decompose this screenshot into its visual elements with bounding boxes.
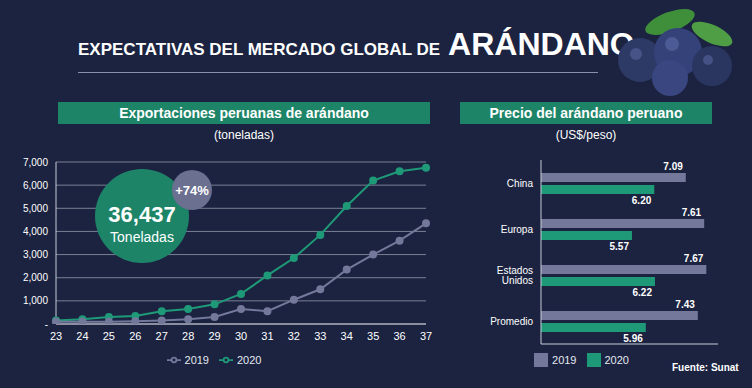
html-text:2019: 2019 xyxy=(552,354,577,366)
svg-text:EstadosUnidos: EstadosUnidos xyxy=(497,265,533,286)
svg-text:7.09: 7.09 xyxy=(663,161,683,172)
svg-text:5,000: 5,000 xyxy=(23,203,48,214)
svg-text:24: 24 xyxy=(76,330,88,342)
svg-text:32: 32 xyxy=(288,330,300,342)
svg-text:31: 31 xyxy=(261,330,273,342)
svg-text:27: 27 xyxy=(156,330,168,342)
svg-text:7.67: 7.67 xyxy=(684,253,704,264)
svg-text:36,437: 36,437 xyxy=(108,202,175,227)
svg-text:-: - xyxy=(45,319,48,330)
svg-text:Europa: Europa xyxy=(501,224,534,235)
svg-text:6,000: 6,000 xyxy=(23,180,48,191)
svg-text:29: 29 xyxy=(208,330,220,342)
svg-text:6.20: 6.20 xyxy=(632,195,652,206)
html-text:(toneladas): (toneladas) xyxy=(214,128,274,142)
html-text:2019: 2019 xyxy=(184,354,209,366)
html-text:2020: 2020 xyxy=(237,354,262,366)
svg-text:4,000: 4,000 xyxy=(23,226,48,237)
svg-text:3,000: 3,000 xyxy=(23,249,48,260)
svg-text:Toneladas: Toneladas xyxy=(110,229,174,245)
svg-text:26: 26 xyxy=(129,330,141,342)
svg-text:6.22: 6.22 xyxy=(633,287,653,298)
svg-text:2,000: 2,000 xyxy=(23,272,48,283)
html-text:(US$/peso): (US$/peso) xyxy=(555,128,617,142)
svg-text:36: 36 xyxy=(393,330,405,342)
svg-text:5.57: 5.57 xyxy=(610,241,630,252)
svg-text:China: China xyxy=(507,178,534,189)
html-text:EXPECTATIVAS DEL MERCADO GLOBA: EXPECTATIVAS DEL MERCADO GLOBAL DE ARÁND… xyxy=(78,26,635,62)
svg-text:7.43: 7.43 xyxy=(675,299,695,310)
svg-text:28: 28 xyxy=(182,330,194,342)
html-text:2020: 2020 xyxy=(604,354,629,366)
svg-text:5.96: 5.96 xyxy=(623,333,643,344)
svg-text:1,000: 1,000 xyxy=(23,295,48,306)
svg-text:7.61: 7.61 xyxy=(682,207,702,218)
svg-text:34: 34 xyxy=(341,330,353,342)
svg-text:25: 25 xyxy=(103,330,115,342)
svg-text:35: 35 xyxy=(367,330,379,342)
svg-text:+74%: +74% xyxy=(175,183,209,198)
svg-text:33: 33 xyxy=(314,330,326,342)
html-text:Precio del arándano peruano: Precio del arándano peruano xyxy=(489,105,683,121)
svg-text:Promedio: Promedio xyxy=(490,316,533,327)
svg-text:37: 37 xyxy=(420,330,432,342)
html-text:Exportaciones peruanas de arán: Exportaciones peruanas de arándano xyxy=(119,105,369,121)
svg-text:30: 30 xyxy=(235,330,247,342)
html-text:Fuente: Sunat: Fuente: Sunat xyxy=(672,362,739,373)
svg-text:7,000: 7,000 xyxy=(23,157,48,168)
svg-text:23: 23 xyxy=(50,330,62,342)
